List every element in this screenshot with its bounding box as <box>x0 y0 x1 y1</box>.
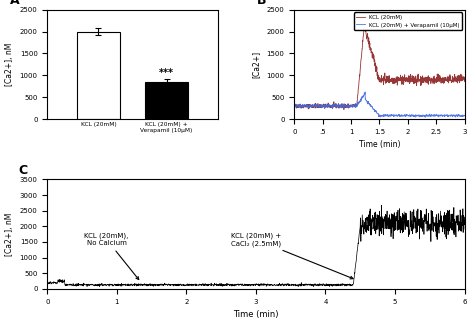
Line: KCL (20mM): KCL (20mM) <box>294 13 465 109</box>
KCL (20mM) + Verapamil (10μM) <box>462 114 467 117</box>
Bar <box>146 82 188 119</box>
Line: KCL (20mM) + Verapamil (10μM): KCL (20mM) + Verapamil (10μM) <box>294 92 465 117</box>
Text: C: C <box>18 164 27 177</box>
KCL (20mM) <box>413 78 419 82</box>
KCL (20mM) + Verapamil (10μM) <box>413 113 419 117</box>
X-axis label: Time (min): Time (min) <box>359 140 400 149</box>
KCL (20mM) + Verapamil (10μM) <box>422 115 428 119</box>
KCL (20mM) <box>341 108 346 111</box>
Y-axis label: [Ca2+], nM: [Ca2+], nM <box>5 43 14 86</box>
KCL (20mM) + Verapamil (10μM) <box>439 113 445 117</box>
Text: KCL (20mM),
No Calcium: KCL (20mM), No Calcium <box>84 233 139 280</box>
KCL (20mM) <box>336 102 341 106</box>
KCL (20mM) <box>462 80 467 83</box>
KCL (20mM) + Verapamil (10μM) <box>310 105 316 108</box>
KCL (20mM) + Verapamil (10μM) <box>362 90 368 94</box>
KCL (20mM) + Verapamil (10μM) <box>420 114 426 118</box>
KCL (20mM) <box>362 12 368 15</box>
Text: B: B <box>257 0 266 7</box>
Y-axis label: [Ca2+], nM: [Ca2+], nM <box>5 213 14 256</box>
KCL (20mM) <box>292 104 297 108</box>
KCL (20mM) <box>365 34 370 38</box>
Y-axis label: [Ca2+]: [Ca2+] <box>252 51 261 78</box>
Text: ***: *** <box>159 68 174 78</box>
Text: A: A <box>10 0 19 7</box>
KCL (20mM) + Verapamil (10μM) <box>336 104 341 108</box>
Text: KCL (20mM) +
CaCl₂ (2.5mM): KCL (20mM) + CaCl₂ (2.5mM) <box>231 233 353 279</box>
KCL (20mM) + Verapamil (10μM) <box>365 101 370 105</box>
KCL (20mM) <box>420 75 426 79</box>
KCL (20mM) <box>439 78 445 82</box>
Bar <box>77 31 120 119</box>
X-axis label: Time (min): Time (min) <box>233 310 279 319</box>
KCL (20mM) + Verapamil (10μM) <box>292 104 297 108</box>
Legend: KCL (20mM), KCL (20mM) + Verapamil (10μM): KCL (20mM), KCL (20mM) + Verapamil (10μM… <box>354 13 462 30</box>
KCL (20mM) <box>310 104 316 108</box>
